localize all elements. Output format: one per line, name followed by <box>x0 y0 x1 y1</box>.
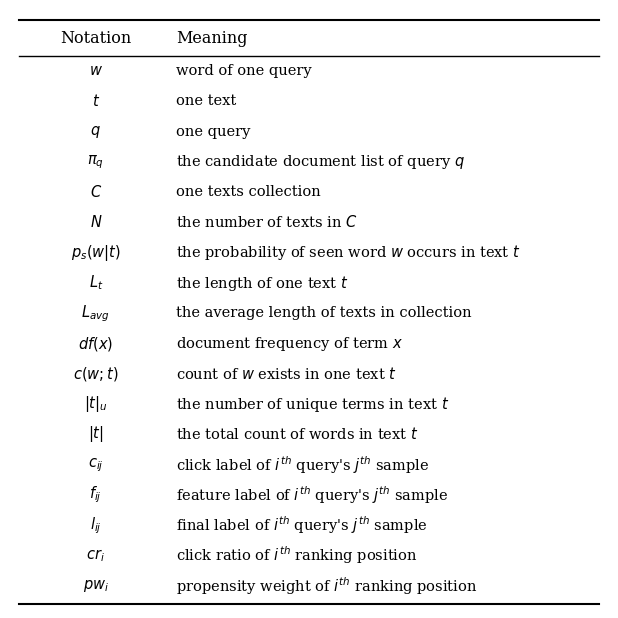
Text: $|t|$: $|t|$ <box>88 425 104 444</box>
Text: $|t|_u$: $|t|_u$ <box>84 394 108 414</box>
Text: the total count of words in text $t$: the total count of words in text $t$ <box>176 426 418 442</box>
Text: $w$: $w$ <box>89 64 103 78</box>
Text: click label of $i^{th}$ query's $j^{th}$ sample: click label of $i^{th}$ query's $j^{th}$… <box>176 454 430 476</box>
Text: $N$: $N$ <box>90 214 102 231</box>
Text: $p_s(w|t)$: $p_s(w|t)$ <box>71 243 121 263</box>
Text: $t$: $t$ <box>91 93 100 109</box>
Text: feature label of $i^{th}$ query's $j^{th}$ sample: feature label of $i^{th}$ query's $j^{th… <box>176 484 449 506</box>
Text: word of one query: word of one query <box>176 64 311 78</box>
Text: Meaning: Meaning <box>176 30 248 48</box>
Text: one query: one query <box>176 125 250 138</box>
Text: $df(x)$: $df(x)$ <box>78 334 113 353</box>
Text: count of $w$ exists in one text $t$: count of $w$ exists in one text $t$ <box>176 366 397 382</box>
Text: click ratio of $i^{th}$ ranking position: click ratio of $i^{th}$ ranking position <box>176 544 418 567</box>
Text: the average length of texts in collection: the average length of texts in collectio… <box>176 307 472 320</box>
Text: $c_{ij}$: $c_{ij}$ <box>88 456 104 473</box>
Text: $C$: $C$ <box>90 184 102 200</box>
Text: Notation: Notation <box>60 30 132 48</box>
Text: propensity weight of $i^{th}$ ranking position: propensity weight of $i^{th}$ ranking po… <box>176 575 477 597</box>
Text: $\pi_q$: $\pi_q$ <box>87 153 104 171</box>
Text: $l_{ij}$: $l_{ij}$ <box>90 515 102 536</box>
Text: $L_t$: $L_t$ <box>88 274 103 292</box>
Text: the length of one text $t$: the length of one text $t$ <box>176 274 349 292</box>
Text: final label of $i^{th}$ query's $j^{th}$ sample: final label of $i^{th}$ query's $j^{th}$… <box>176 514 428 536</box>
Text: $L_{avg}$: $L_{avg}$ <box>82 303 110 324</box>
Text: one texts collection: one texts collection <box>176 185 321 199</box>
Text: $c(w;t)$: $c(w;t)$ <box>73 365 119 383</box>
Text: one text: one text <box>176 95 236 108</box>
Text: $cr_i$: $cr_i$ <box>87 547 105 564</box>
Text: the number of texts in $C$: the number of texts in $C$ <box>176 214 358 231</box>
Text: the probability of seen word $w$ occurs in text $t$: the probability of seen word $w$ occurs … <box>176 243 521 262</box>
Text: document frequency of term $x$: document frequency of term $x$ <box>176 334 403 353</box>
Text: $q$: $q$ <box>90 124 101 140</box>
Text: $f_{ij}$: $f_{ij}$ <box>90 485 102 506</box>
Text: $pw_i$: $pw_i$ <box>83 578 109 594</box>
Text: the candidate document list of query $q$: the candidate document list of query $q$ <box>176 153 465 171</box>
Text: the number of unique terms in text $t$: the number of unique terms in text $t$ <box>176 395 449 413</box>
